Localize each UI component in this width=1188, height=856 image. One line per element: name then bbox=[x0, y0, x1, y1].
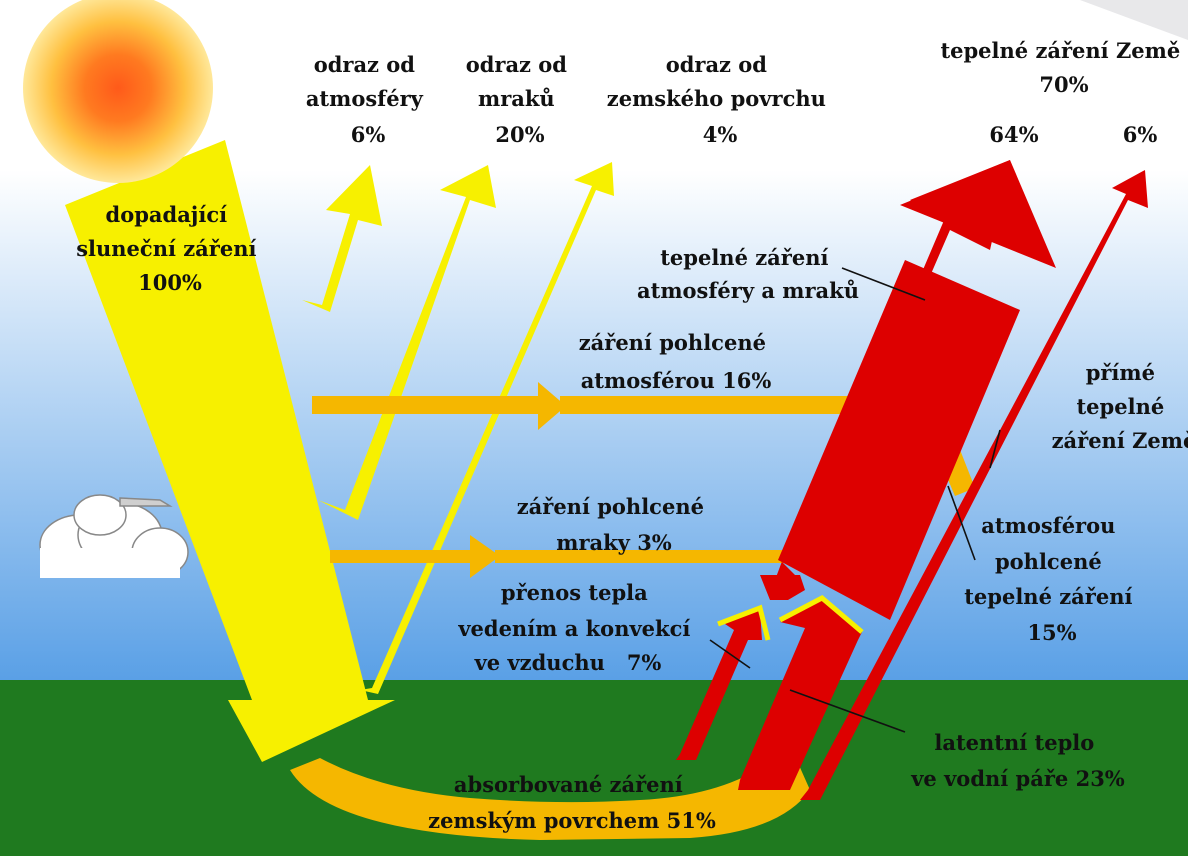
label-absorbed-clouds: záření pohlcené mraky 3% bbox=[517, 494, 712, 555]
label-atm-absorbed-thermal: atmosférou pohlcené tepelné záření 15% bbox=[964, 513, 1140, 645]
thermal-atmosphere-arrow-body bbox=[778, 260, 1020, 620]
label-earth-thermal: tepelné záření Země 70% bbox=[940, 38, 1187, 97]
label-conduction: přenos tepla vedením a konvekcí ve vzduc… bbox=[457, 580, 697, 675]
conduction-arrow bbox=[676, 610, 762, 760]
corner-shade bbox=[1080, 0, 1188, 40]
sun-icon bbox=[23, 0, 213, 183]
label-reflect-clouds: odraz od mraků 20% bbox=[466, 52, 575, 147]
latent-heat-edge bbox=[778, 595, 864, 634]
leader-lines bbox=[709, 267, 1001, 733]
label-absorbed-surface: absorbované záření zemským povrchem 51% bbox=[428, 772, 716, 833]
label-absorbed-atmosphere: záření pohlcené atmosférou 16% bbox=[579, 330, 774, 393]
incoming-radiation-arrow bbox=[65, 140, 395, 762]
thermal-atmosphere-step bbox=[760, 575, 805, 600]
label-incoming: dopadající sluneční záření 100% bbox=[76, 202, 264, 295]
label-thermal-atm-clouds: tepelné záření atmosféry a mraků bbox=[637, 245, 859, 303]
cloud-icon bbox=[39, 494, 189, 578]
label-reflect-atmosphere: odraz od atmosféry 6% bbox=[306, 52, 430, 147]
reflection-atmosphere-arrow bbox=[302, 165, 382, 312]
label-latent: latentní teplo ve vodní páře 23% bbox=[910, 730, 1125, 791]
reflection-surface-arrow bbox=[360, 162, 614, 694]
absorbed-clouds-arrow bbox=[330, 535, 785, 578]
reflection-clouds-arrow bbox=[318, 165, 496, 520]
thermal-atmosphere-arrow-head bbox=[900, 160, 1056, 268]
label-direct-thermal: přímé tepelné záření Země bbox=[1052, 360, 1188, 453]
absorbed-atmosphere-arrow bbox=[312, 382, 935, 430]
label-pct-64: 64% bbox=[989, 122, 1038, 147]
absorbed-surface-band bbox=[290, 745, 810, 840]
label-pct-6: 6% bbox=[1123, 122, 1158, 147]
direct-thermal-arrow bbox=[800, 170, 1148, 800]
label-reflect-surface: odraz od zemského povrchu 4% bbox=[607, 52, 833, 147]
conduction-edge bbox=[717, 604, 771, 641]
